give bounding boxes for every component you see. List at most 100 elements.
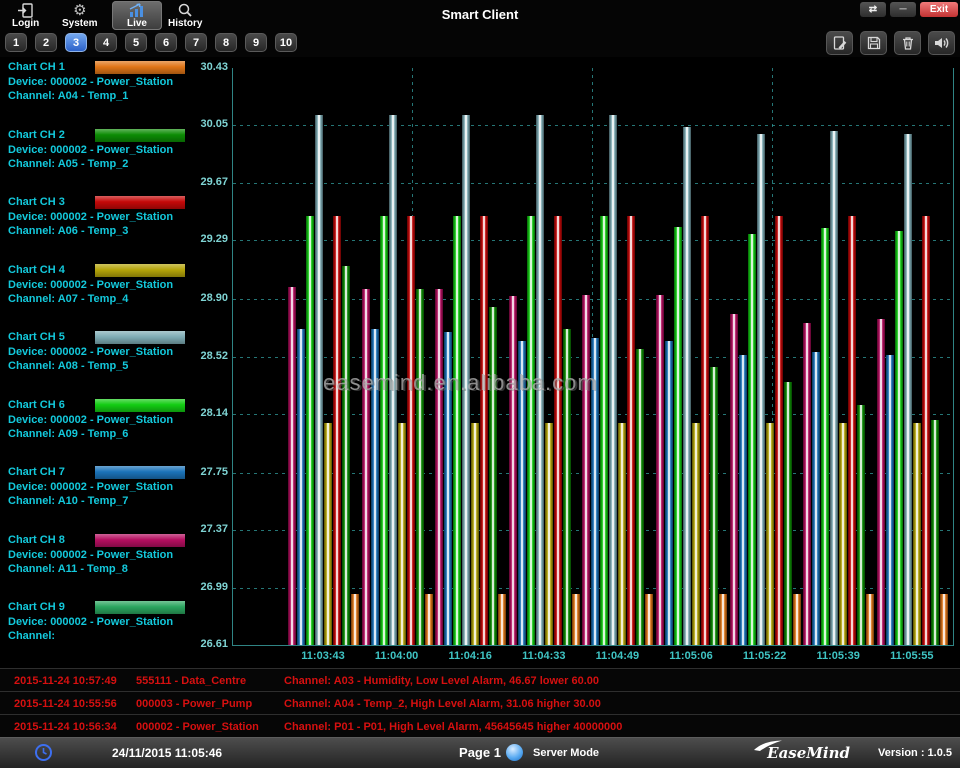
nav-login-button[interactable]: Login xyxy=(8,1,43,30)
y-axis-label: 28.52 xyxy=(200,349,228,362)
version-label: Version : 1.0.5 xyxy=(878,747,952,759)
nav-system-button[interactable]: ⚙ System xyxy=(58,1,102,30)
channel-legend-item[interactable]: Chart CH 9 Device: 000002 - Power_Station… xyxy=(0,600,230,664)
bar xyxy=(517,341,526,645)
channel-channel: Channel: A11 - Temp_8 xyxy=(8,562,128,575)
y-axis-label: 27.37 xyxy=(200,523,228,536)
bar xyxy=(435,288,444,645)
bar xyxy=(783,382,792,645)
bar xyxy=(415,288,424,645)
watermark: easemind.en.alibaba.com xyxy=(323,370,597,395)
nav-live-button[interactable]: Live xyxy=(112,1,162,30)
channel-channel: Channel: A07 - Temp_4 xyxy=(8,292,129,305)
bar xyxy=(351,593,359,645)
y-axis-label: 28.14 xyxy=(200,406,228,419)
tab-3[interactable]: 3 xyxy=(65,33,87,52)
delete-icon[interactable] xyxy=(894,31,921,55)
tab-4[interactable]: 4 xyxy=(95,33,117,52)
tab-5[interactable]: 5 xyxy=(125,33,147,52)
channel-device: Device: 000002 - Power_Station xyxy=(8,346,174,358)
channel-name: Chart CH 4 xyxy=(8,263,65,276)
nav-login-label: Login xyxy=(12,18,40,29)
bar xyxy=(324,422,332,645)
bar xyxy=(562,329,571,645)
bar xyxy=(609,114,618,645)
x-axis-label: 11:04:33 xyxy=(522,650,566,662)
channel-legend-item[interactable]: Chart CH 5 Device: 000002 - Power_Station… xyxy=(0,330,230,394)
channel-device: Device: 000002 - Power_Station xyxy=(8,616,174,628)
channel-legend-item[interactable]: Chart CH 2 Device: 000002 - Power_Station… xyxy=(0,128,230,192)
page-indicator: Page 1 xyxy=(459,745,501,760)
tab-1[interactable]: 1 xyxy=(5,33,27,52)
bar xyxy=(830,131,839,645)
x-axis-label: 11:05:22 xyxy=(742,650,787,662)
bar xyxy=(719,593,727,645)
tab-2[interactable]: 2 xyxy=(35,33,57,52)
channel-color-swatch xyxy=(95,533,185,547)
bar xyxy=(508,296,517,645)
server-mode-label: Server Mode xyxy=(533,747,600,759)
channel-device: Device: 000002 - Power_Station xyxy=(8,211,174,223)
bar xyxy=(627,216,636,645)
alarm-row[interactable]: 2015-11-24 10:55:56 000003 - Power_Pump Ch… xyxy=(0,691,960,715)
channel-channel: Channel: A05 - Temp_2 xyxy=(8,157,129,170)
bar xyxy=(315,114,323,645)
bar xyxy=(656,294,664,645)
bar xyxy=(839,422,848,645)
bar xyxy=(582,294,591,645)
bar xyxy=(848,216,857,645)
gridline-v xyxy=(772,68,774,645)
easemind-logo: EaseMind xyxy=(754,740,850,762)
bar xyxy=(921,216,930,645)
channel-legend-item[interactable]: Chart CH 7 Device: 000002 - Power_Station… xyxy=(0,465,230,529)
alarm-device: 555111 - Data_Centre xyxy=(136,674,247,687)
exit-button[interactable]: Exit xyxy=(920,2,958,17)
channel-name: Chart CH 7 xyxy=(8,466,65,478)
channel-name: Chart CH 9 xyxy=(8,601,65,613)
bar xyxy=(591,338,600,645)
channel-channel: Channel: A06 - Temp_3 xyxy=(8,225,129,237)
bar xyxy=(406,216,415,645)
tab-9[interactable]: 9 xyxy=(245,33,267,52)
bar xyxy=(692,422,700,645)
tab-8[interactable]: 8 xyxy=(215,33,237,52)
channel-color-swatch xyxy=(95,263,185,277)
channel-device: Device: 000002 - Power_Station xyxy=(8,143,174,156)
tab-6[interactable]: 6 xyxy=(155,33,177,52)
refresh-icon[interactable]: ⇄ xyxy=(860,2,886,17)
channel-legend-item[interactable]: Chart CH 4 Device: 000002 - Power_Station… xyxy=(0,263,230,327)
alarm-row[interactable]: 2015-11-24 10:57:49 555111 - Data_Centre C… xyxy=(0,668,960,692)
channel-color-swatch xyxy=(95,128,185,142)
channel-channel: Channel: A04 - Temp_1 xyxy=(8,90,129,102)
y-axis-label: 28.90 xyxy=(200,292,228,305)
bar xyxy=(876,318,885,645)
bar xyxy=(729,314,738,645)
channel-legend-item[interactable]: Chart CH 6 Device: 000002 - Power_Station… xyxy=(0,398,230,462)
y-axis-label: 30.43 xyxy=(200,61,228,73)
channel-legend-item[interactable]: Chart CH 3 Device: 000002 - Power_Station… xyxy=(0,195,230,259)
y-axis-label: 27.75 xyxy=(200,465,228,478)
bar xyxy=(912,422,921,645)
alarm-row[interactable]: 2015-11-24 10:56:34 000002 - Power_Statio… xyxy=(0,714,960,738)
edit-icon[interactable] xyxy=(826,31,853,55)
bar xyxy=(361,288,370,645)
minimize-button[interactable]: ─ xyxy=(890,2,916,17)
tab-7[interactable]: 7 xyxy=(185,33,207,52)
channel-device: Device: 000002 - Power_Station xyxy=(8,413,174,426)
bar xyxy=(379,216,388,645)
clock-icon xyxy=(34,743,53,767)
alarm-device: 000003 - Power_Pump xyxy=(136,697,253,710)
bar xyxy=(701,216,709,645)
x-axis-label: 11:04:49 xyxy=(595,650,640,662)
alarm-message: Channel: A04 - Temp_2, High Level Alarm,… xyxy=(284,697,601,710)
sound-icon[interactable] xyxy=(928,31,955,55)
bar xyxy=(774,216,783,645)
channel-channel: Channel: A10 - Temp_7 xyxy=(8,495,129,507)
channel-legend-item[interactable]: Chart CH 1 Device: 000002 - Power_Station… xyxy=(0,60,230,124)
channel-legend-item[interactable]: Chart CH 8 Device: 000002 - Power_Station… xyxy=(0,533,230,597)
channel-device: Device: 000002 - Power_Station xyxy=(8,548,174,561)
nav-history-button[interactable]: History xyxy=(164,1,206,30)
save-icon[interactable] xyxy=(860,31,887,55)
tab-10[interactable]: 10 xyxy=(275,33,297,52)
